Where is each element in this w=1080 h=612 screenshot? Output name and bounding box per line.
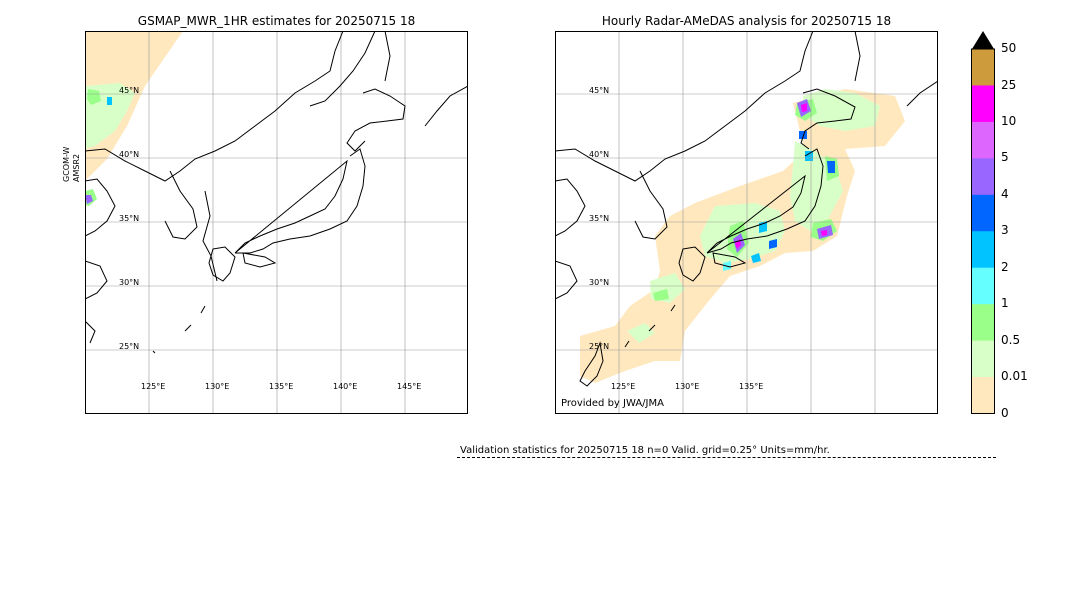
colorbar-label: 3 [1001,223,1009,238]
right-lat-label: 45°N [589,86,610,95]
colorbar-frame [971,48,995,414]
left-lon-label: 125°E [141,382,166,391]
right-lon-label: 135°E [739,382,764,391]
right-map-title: Hourly Radar-AMeDAS analysis for 2025071… [601,14,892,28]
left-map-title: GSMAP_MWR_1HR estimates for 20250715 18 [137,14,416,28]
left-lon-label: 145°E [397,382,422,391]
validation-statistics: Validation statistics for 20250715 18 n=… [460,445,830,456]
right-lat-label: 35°N [589,214,610,223]
colorbar-label: 0.5 [1001,332,1021,347]
colorbar-extend-arrow [972,31,994,49]
left-rain-spot [107,97,112,105]
colorbar [971,31,995,414]
colorbar-segment [971,49,995,86]
colorbar-label: 5 [1001,150,1009,165]
left-lat-label: 25°N [119,342,140,351]
right-map-frame [555,31,938,414]
left-rain-moderate [87,89,101,105]
right-lat-label: 30°N [589,278,610,287]
right-map-canvas [555,31,938,414]
left-map-frame [85,31,468,414]
colorbar-segment [971,304,995,341]
colorbar-segment [971,340,995,378]
colorbar-segment [971,158,995,196]
left-grid [85,31,468,414]
left-lat-label: 45°N [119,86,140,95]
colorbar-segment [971,377,995,414]
colorbar-label: 1 [1001,296,1009,311]
left-rain-area [85,31,183,181]
colorbar-label: 4 [1001,186,1009,201]
colorbar-label: 2 [1001,259,1009,274]
colorbar-segment [971,267,995,305]
colorbar-label: 10 [1001,113,1017,128]
colorbar-segment [971,121,995,159]
left-lon-label: 130°E [205,382,230,391]
validation-underline [457,457,996,458]
colorbar-segment [971,194,995,232]
right-map-panel: 45°N 40°N 35°N 30°N 25°N 125°E 130°E 135… [555,31,938,414]
left-coastlines [85,31,468,354]
right-lat-label: 40°N [589,150,610,159]
colorbar-segments [971,49,995,414]
left-lon-label: 135°E [269,382,294,391]
satellite-label: GCOM-W AMSR2 [62,146,81,182]
colorbar-segment [971,231,995,268]
colorbar-label: 0.01 [1001,369,1028,384]
left-lat-label: 30°N [119,278,140,287]
right-lon-label: 130°E [675,382,700,391]
left-lat-label: 40°N [119,150,140,159]
right-lon-label: 125°E [611,382,636,391]
right-lat-label: 25°N [589,342,610,351]
colorbar-label: 50 [1001,41,1017,55]
left-lon-label: 140°E [333,382,358,391]
colorbar-segment [971,85,995,123]
colorbar-label: 0 [1001,405,1009,420]
right-grid [555,31,938,414]
colorbar-label: 25 [1001,77,1017,92]
left-map-panel: 45°N 40°N 35°N 30°N 25°N 125°E 130°E 135… [85,31,468,414]
left-rain-heavy [85,195,93,204]
left-map-canvas [85,31,468,414]
right-coastlines [555,31,938,387]
left-lat-label: 35°N [119,214,140,223]
provider-credit: Provided by JWA/JMA [561,398,664,409]
